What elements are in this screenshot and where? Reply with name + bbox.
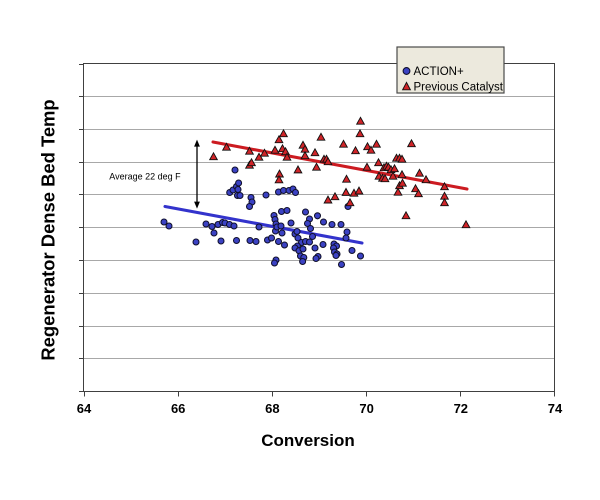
svg-text:Previous Catalyst: Previous Catalyst (414, 82, 504, 94)
svg-text:70: 70 (359, 401, 373, 416)
svg-text:72: 72 (454, 401, 468, 416)
svg-text:Regenerator Dense Bed Temp: Regenerator Dense Bed Temp (38, 99, 59, 360)
svg-text:Average 22 deg F: Average 22 deg F (109, 172, 181, 182)
svg-text:ACTION+: ACTION+ (414, 66, 464, 78)
svg-text:Conversion: Conversion (261, 431, 355, 450)
svg-text:66: 66 (171, 401, 185, 416)
svg-text:64: 64 (77, 401, 92, 416)
svg-text:68: 68 (265, 401, 279, 416)
svg-text:74: 74 (548, 401, 563, 416)
